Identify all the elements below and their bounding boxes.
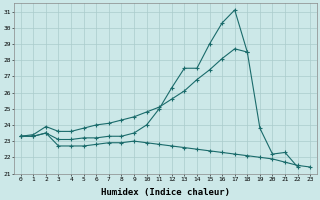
X-axis label: Humidex (Indice chaleur): Humidex (Indice chaleur) [101,188,230,197]
